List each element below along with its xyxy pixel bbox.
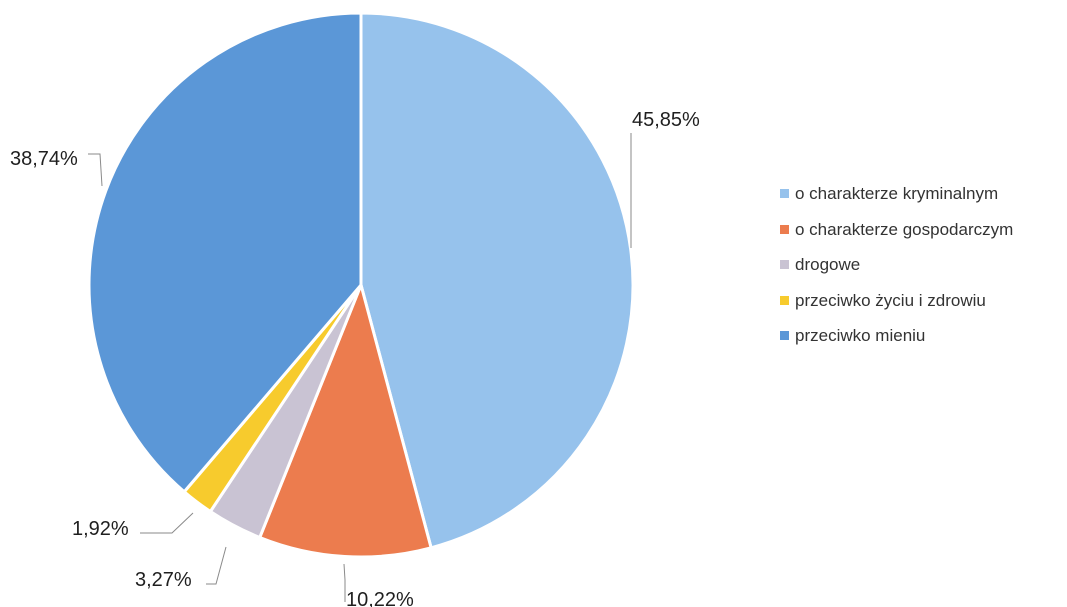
legend-item-mienie: przeciwko mieniu	[780, 325, 1013, 347]
pie-slice-mienie	[87, 11, 363, 494]
data-label-gospodarczym: 10,22%	[346, 589, 414, 607]
pie-slices	[87, 11, 635, 559]
data-label-kryminalnym: 45,85%	[632, 109, 700, 131]
legend-item-drogowe: drogowe	[780, 254, 1013, 276]
legend-label: o charakterze kryminalnym	[795, 184, 999, 203]
legend-swatch	[780, 260, 789, 270]
legend-label: o charakterze gospodarczym	[795, 219, 1014, 239]
legend-swatch	[780, 189, 789, 199]
data-label-drogowe: 3,27%	[135, 569, 192, 591]
legend-swatch	[780, 295, 789, 305]
leader-line-gospodarczym	[343, 563, 346, 602]
legend-item-kryminalnym: o charakterze kryminalnym	[780, 183, 1013, 205]
legend-swatch	[780, 224, 789, 234]
data-labels: 45,85% 10,22% 3,27% 1,92% 38,74%	[10, 109, 700, 607]
legend: o charakterze kryminalnym o charakterze …	[780, 183, 1013, 361]
data-label-zycie-zdrowie: 1,92%	[72, 518, 129, 540]
data-label-mienie: 38,74%	[10, 148, 78, 170]
leader-line-mienie	[88, 153, 103, 187]
legend-item-zycie-zdrowie: przeciwko życiu i zdrowiu	[780, 290, 1013, 312]
legend-label: przeciwko mieniu	[795, 326, 926, 345]
pie-slice-kryminalnym	[359, 11, 635, 550]
leader-lines	[88, 133, 632, 602]
legend-item-gospodarczym: o charakterze gospodarczym	[780, 219, 1013, 241]
pie-slice-gospodarczym	[258, 283, 433, 559]
legend-label: drogowe	[795, 255, 861, 274]
leader-line-drogowe	[206, 546, 227, 585]
legend-label: przeciwko życiu i zdrowiu	[795, 290, 986, 310]
legend-swatch	[780, 331, 789, 341]
leader-line-zycie-zdrowie	[140, 512, 194, 534]
